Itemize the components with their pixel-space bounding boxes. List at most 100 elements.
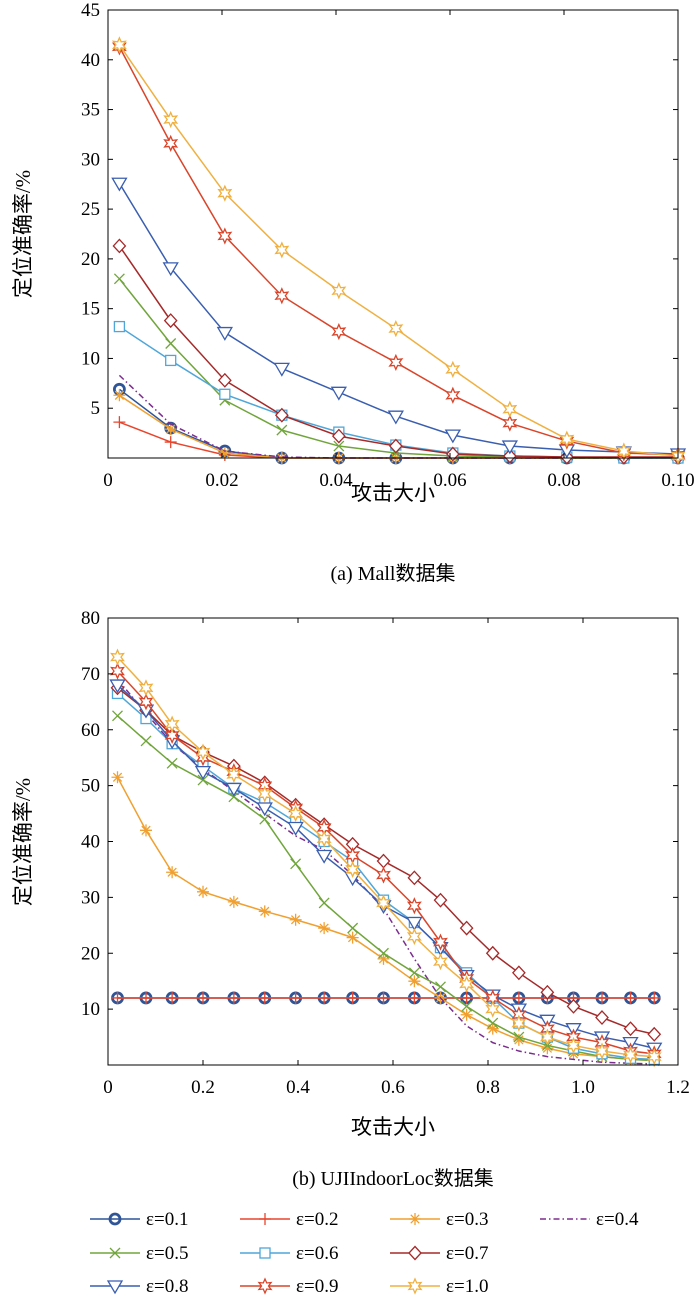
legend-label: ε=0.7 bbox=[446, 1243, 488, 1264]
chart-mall-data-point bbox=[274, 287, 290, 305]
chart-ujiindoorloc-data-point bbox=[257, 785, 273, 803]
chart-ujiindoorloc-data-point bbox=[566, 1036, 581, 1055]
legend-entry: ε=1.0 bbox=[390, 1276, 488, 1297]
chart-mall-ticks: 0 0.02 0.04 0.06 0.08 0.10 5 10 15 20 25 30 35 40 45 bbox=[81, 0, 695, 491]
chart-ujiindoorloc-series-4 bbox=[116, 678, 655, 1065]
chart-ujiindoorloc-ytick-label: 50 bbox=[81, 776, 100, 797]
chart-ujiindoorloc-data-point bbox=[485, 1000, 501, 1018]
chart-ujiindoorloc-data-point bbox=[435, 981, 446, 993]
chart-mall-xtick-label: 0 bbox=[103, 470, 113, 491]
chart-ujiindoorloc-data-point bbox=[648, 991, 661, 1004]
legend-entry: ε=0.6 bbox=[240, 1243, 338, 1264]
chart-mall-data-point bbox=[502, 414, 518, 432]
chart-mall-ytick-label: 45 bbox=[81, 0, 100, 21]
chart-ujiindoorloc: 0 0.2 0.4 0.6 0.8 1.0 1.2 10 20 30 40 50 60 70 80 定位准确… bbox=[11, 608, 690, 1190]
chart-mall-ytick-label: 30 bbox=[81, 149, 100, 170]
legend-label: ε=0.5 bbox=[146, 1243, 188, 1264]
chart-ujiindoorloc-ytick-label: 80 bbox=[81, 608, 100, 629]
chart-ujiindoorloc-data-point bbox=[487, 1017, 499, 1029]
chart-mall: 0 0.02 0.04 0.06 0.08 0.10 5 10 15 20 25 30 35 40 45 定… bbox=[11, 0, 695, 585]
chart-ujiindoorloc-data-point bbox=[315, 849, 333, 864]
chart-mall-series bbox=[111, 36, 687, 465]
chart-ujiindoorloc-data-point bbox=[197, 774, 209, 786]
chart-ujiindoorloc-data-point bbox=[460, 1008, 473, 1021]
legend-marker bbox=[407, 1277, 423, 1295]
chart-ujiindoorloc-data-point bbox=[166, 991, 179, 1004]
chart-ujiindoorloc-data-point bbox=[377, 952, 390, 965]
chart-mall-ytick-label: 25 bbox=[81, 199, 100, 220]
chart-ujiindoorloc-data-point bbox=[647, 1026, 662, 1042]
legend-label: ε=0.4 bbox=[596, 1209, 639, 1230]
chart-ujiindoorloc-data-point bbox=[226, 765, 242, 784]
chart-mall-series-10 bbox=[111, 36, 686, 465]
chart-ujiindoorloc-data-point bbox=[110, 662, 125, 680]
chart-ujiindoorloc-data-point bbox=[289, 991, 302, 1004]
chart-mall-xtick-label: 0.08 bbox=[547, 470, 580, 491]
chart-mall-xtick-label: 0.06 bbox=[433, 470, 466, 491]
chart-ujiindoorloc-data-point bbox=[596, 991, 608, 1004]
chart-ujiindoorloc-data-point bbox=[140, 991, 152, 1004]
chart-mall-data-point bbox=[165, 354, 177, 367]
chart-ujiindoorloc-series-2 bbox=[111, 991, 661, 1004]
chart-ujiindoorloc-data-point bbox=[111, 991, 124, 1004]
chart-mall-ylabel: 定位准确率/% bbox=[11, 170, 35, 298]
chart-ujiindoorloc-data-point bbox=[406, 927, 422, 946]
legend-entry: ε=0.4 bbox=[540, 1209, 639, 1230]
chart-mall-xlabel: 攻击大小 bbox=[351, 481, 435, 505]
chart-mall-data-point bbox=[273, 362, 290, 377]
chart-ujiindoorloc-data-point bbox=[287, 821, 304, 836]
chart-ujiindoorloc-xtick-label: 1.0 bbox=[571, 1077, 595, 1098]
legend-label: ε=0.6 bbox=[296, 1243, 338, 1264]
chart-ujiindoorloc-data-point bbox=[138, 693, 154, 711]
chart-ujiindoorloc-ytick-label: 20 bbox=[81, 943, 100, 964]
chart-ujiindoorloc-data-point bbox=[318, 897, 330, 909]
chart-ujiindoorloc-data-point bbox=[164, 726, 180, 744]
legend-label: ε=1.0 bbox=[446, 1276, 488, 1297]
chart-mall-ytick-label: 20 bbox=[81, 249, 100, 270]
chart-ujiindoorloc-ytick-label: 70 bbox=[81, 664, 100, 685]
chart-mall-data-point bbox=[330, 386, 347, 401]
chart-ujiindoorloc-data-point bbox=[346, 991, 359, 1004]
chart-ujiindoorloc-ytick-label: 30 bbox=[81, 887, 100, 908]
chart-ujiindoorloc-data-point bbox=[225, 782, 243, 797]
chart-mall-data-point bbox=[331, 322, 347, 341]
chart-mall-series-line bbox=[118, 46, 679, 456]
chart-mall-data-point bbox=[217, 227, 233, 245]
chart-ujiindoorloc-data-point bbox=[485, 945, 500, 961]
chart-ujiindoorloc-data-point bbox=[461, 1000, 473, 1012]
chart-mall-series-7 bbox=[112, 238, 685, 465]
chart-mall-data-point bbox=[445, 446, 460, 462]
chart-mall-xtick-label: 0.02 bbox=[205, 470, 238, 491]
chart-mall-data-point bbox=[113, 416, 126, 429]
legend-entry: ε=0.7 bbox=[390, 1243, 488, 1264]
chart-ujiindoorloc-xtick-label: 0.4 bbox=[286, 1077, 310, 1098]
chart-ujiindoorloc-data-point bbox=[512, 991, 525, 1004]
chart-ujiindoorloc-data-point bbox=[288, 804, 304, 823]
chart-ujiindoorloc-data-point bbox=[345, 860, 361, 879]
legend: ε=0.1 ε=0.2 ε=0.3 ε=0.4 ε=0.5 ε=0.6 ε=0.7 ε=0.8… bbox=[90, 1209, 639, 1297]
chart-ujiindoorloc-ytick-label: 60 bbox=[81, 720, 100, 741]
chart-ujiindoorloc-data-point bbox=[110, 648, 125, 666]
chart-ujiindoorloc-data-point bbox=[258, 991, 271, 1004]
chart-mall-data-point bbox=[333, 440, 345, 452]
chart-mall-data-point bbox=[502, 400, 518, 418]
chart-ujiindoorloc-data-point bbox=[112, 710, 123, 722]
chart-ujiindoorloc-xtick-label: 0.6 bbox=[381, 1077, 405, 1098]
chart-ujiindoorloc-data-point bbox=[316, 830, 332, 848]
chart-ujiindoorloc-data-point bbox=[378, 947, 389, 959]
legend-marker bbox=[257, 1277, 273, 1295]
chart-mall-ytick-label: 35 bbox=[81, 100, 100, 121]
chart-ujiindoorloc-data-point bbox=[646, 1048, 662, 1066]
chart-ujiindoorloc-data-point bbox=[511, 965, 526, 981]
chart-ujiindoorloc-data-point bbox=[376, 894, 391, 912]
chart-ujiindoorloc-data-point bbox=[166, 757, 178, 769]
chart-mall-data-point bbox=[274, 241, 290, 259]
legend-entry: ε=0.8 bbox=[90, 1276, 188, 1297]
chart-ujiindoorloc-data-point bbox=[595, 1010, 609, 1025]
chart-mall-data-point bbox=[163, 110, 179, 129]
chart-mall-data-point bbox=[331, 282, 347, 300]
chart-ujiindoorloc-data-point bbox=[318, 922, 331, 935]
chart-ujiindoorloc-data-point bbox=[486, 1022, 499, 1035]
chart-mall-data-point bbox=[216, 326, 233, 341]
chart-ujiindoorloc-data-point bbox=[140, 735, 152, 747]
